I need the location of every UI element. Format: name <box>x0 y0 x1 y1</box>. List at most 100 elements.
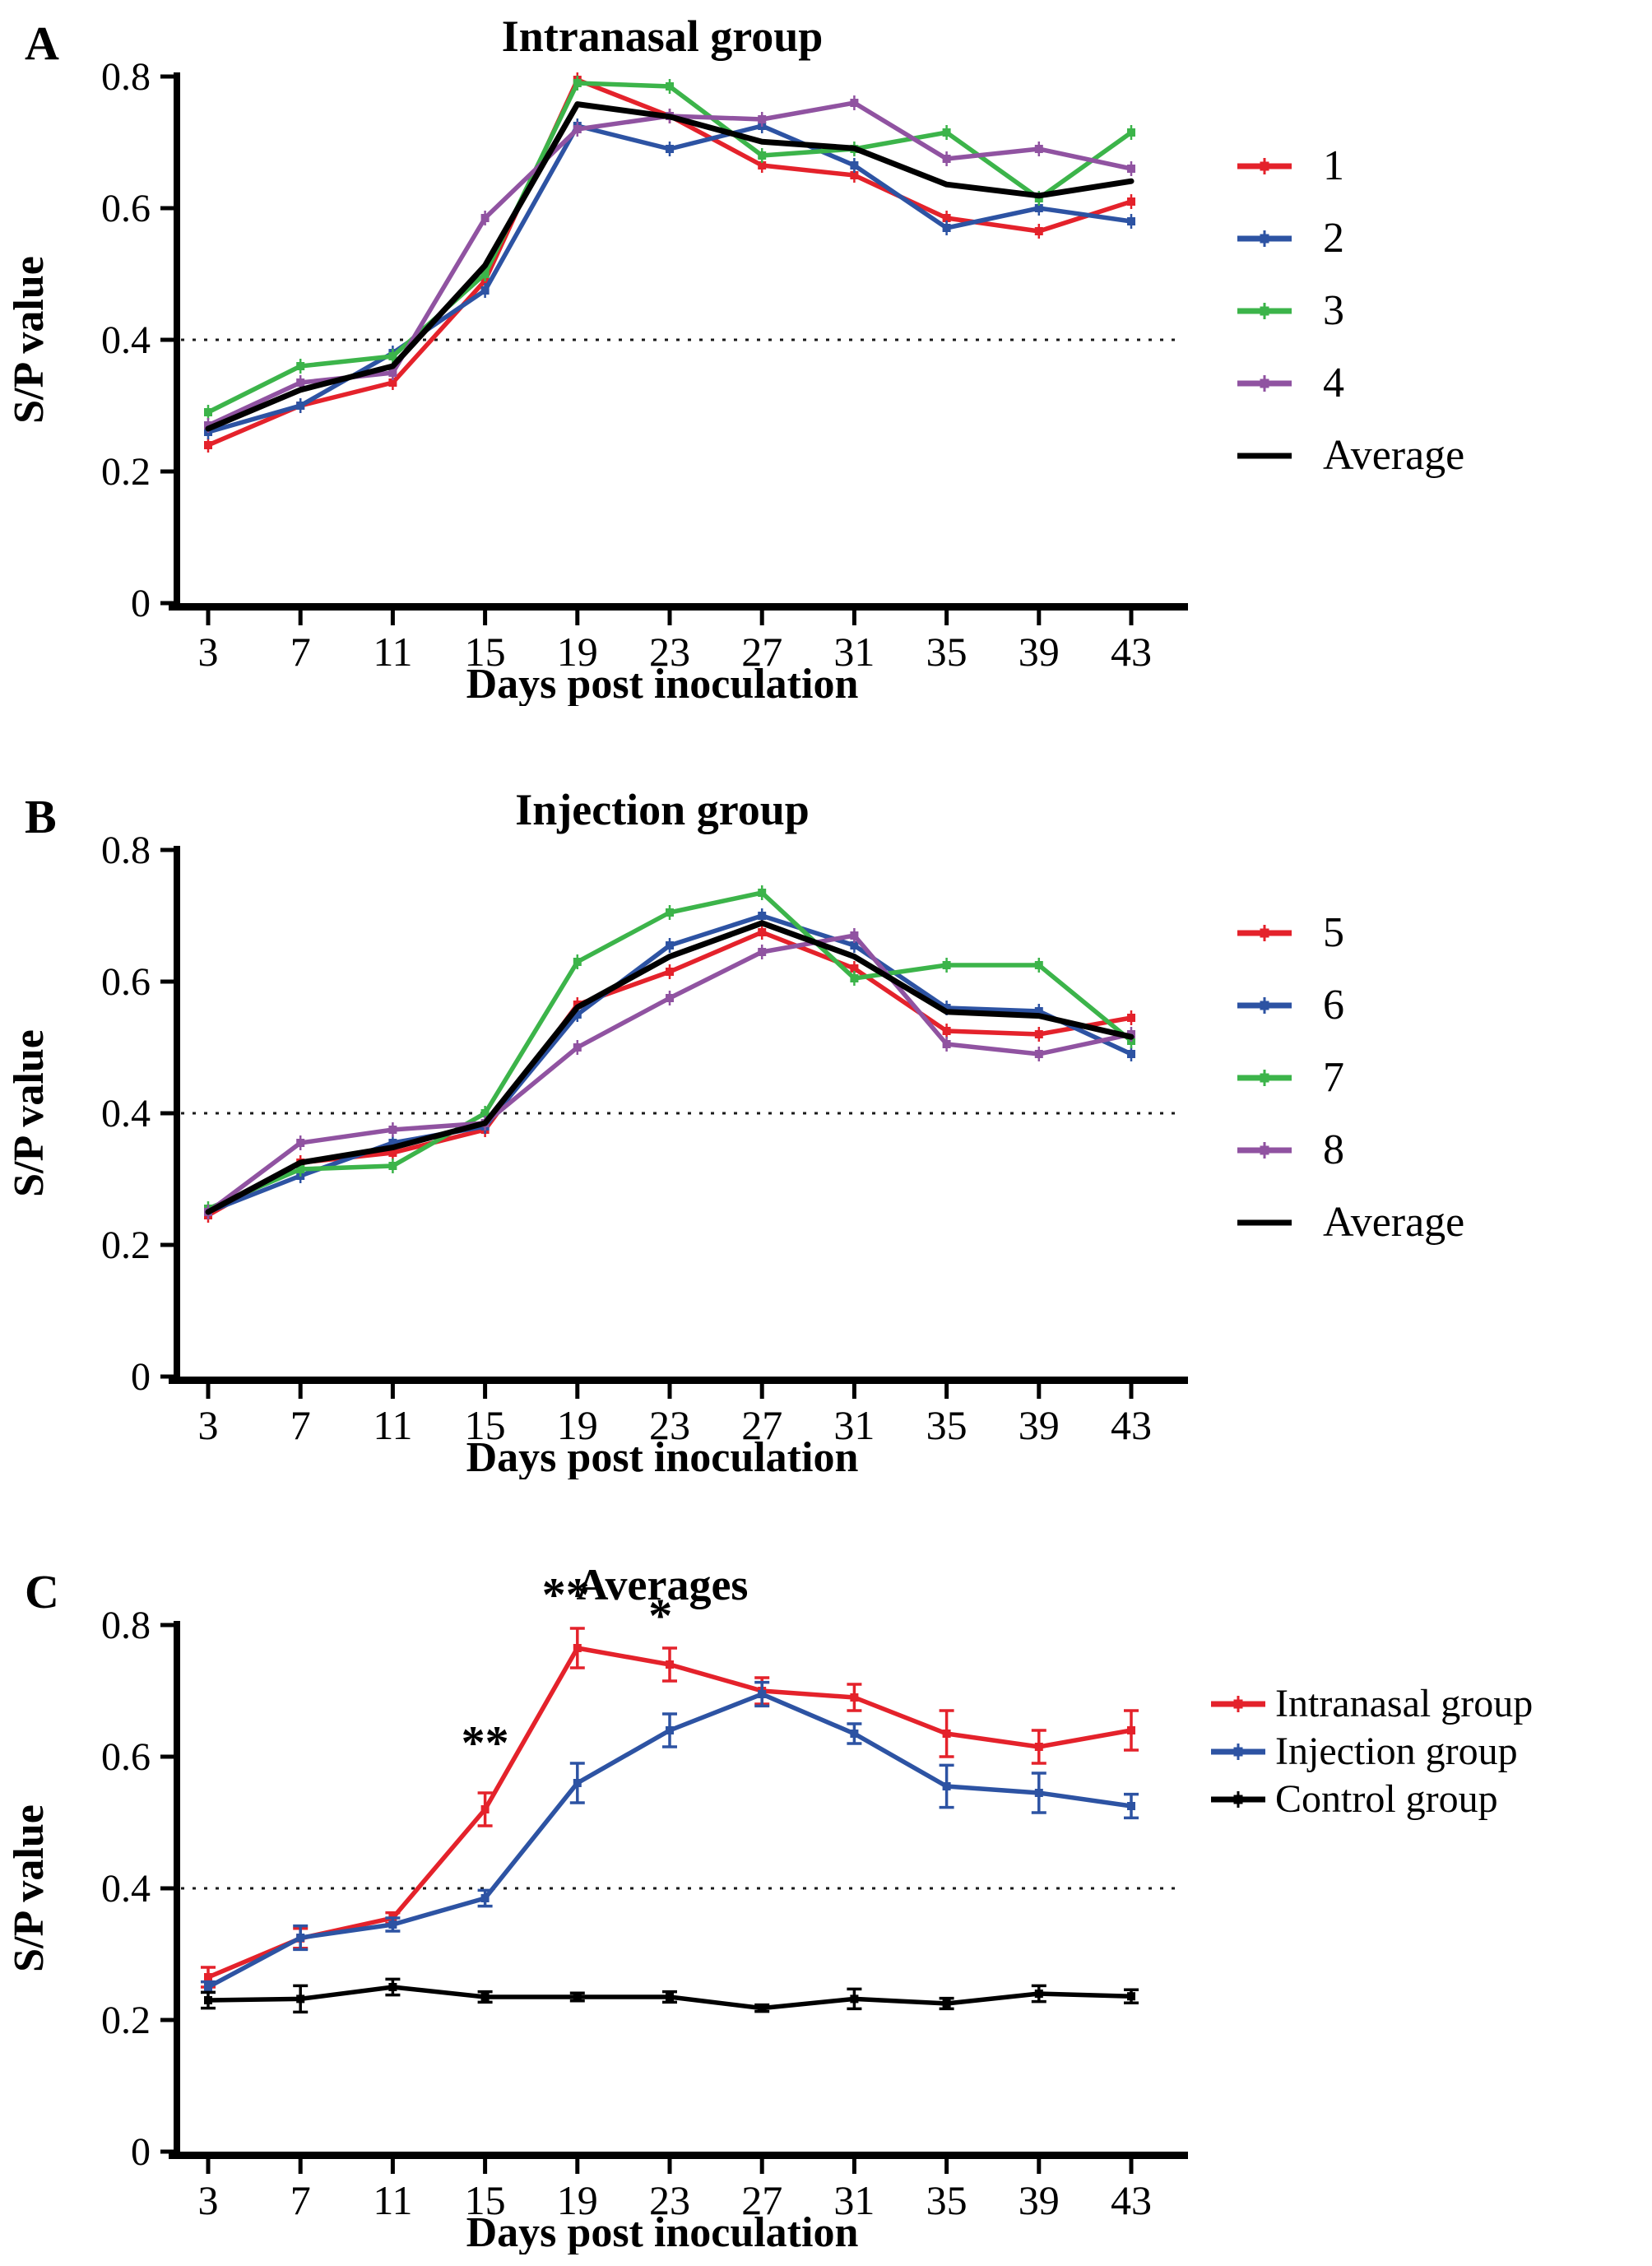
data-point-marker <box>204 1983 212 1991</box>
data-point-marker <box>666 1660 674 1669</box>
x-tick-label: 23 <box>649 1402 690 1448</box>
data-point-marker <box>1034 1007 1043 1015</box>
data-point-marker <box>296 402 305 410</box>
data-point-marker <box>388 1983 397 1991</box>
data-point-marker <box>388 1126 397 1134</box>
data-point-marker <box>758 889 767 897</box>
data-point-marker <box>573 1043 582 1052</box>
chart-title-c: Averages <box>577 1560 749 1609</box>
y-tick-label: 0.8 <box>101 829 151 872</box>
data-point-marker <box>1034 227 1043 235</box>
data-point-marker <box>850 1994 859 2004</box>
series-line-1 <box>206 77 1134 448</box>
data-point-marker <box>1127 1726 1135 1734</box>
data-point-marker <box>204 408 212 416</box>
legend-item-intranasal-group: Intranasal group <box>1209 1680 1533 1728</box>
x-tick-label: 19 <box>557 1402 598 1448</box>
data-point-marker <box>942 1999 951 2008</box>
y-tick-label: 0 <box>131 1355 151 1399</box>
data-point-marker <box>1127 217 1135 225</box>
x-tick-label: 43 <box>1111 1402 1152 1448</box>
panel-c: C Averages S/P value Days post inoculati… <box>0 1555 1652 2263</box>
data-point-marker <box>573 1779 582 1787</box>
legend-label: 7 <box>1323 1054 1344 1101</box>
x-tick-label: 7 <box>290 629 311 675</box>
data-point-marker <box>942 961 951 969</box>
data-point-marker <box>850 974 859 982</box>
data-point-marker <box>1034 1743 1043 1751</box>
series-line-Average <box>205 920 1135 1215</box>
data-point-marker <box>573 958 582 966</box>
legend-label: 8 <box>1323 1126 1344 1173</box>
legend-marker <box>1260 1073 1269 1083</box>
data-point-marker <box>388 369 397 377</box>
x-tick-label: 19 <box>557 629 598 675</box>
data-point-marker <box>942 1782 951 1790</box>
data-point-marker <box>1127 1014 1135 1022</box>
data-point-marker <box>1034 204 1043 212</box>
y-tick-label: 0.6 <box>101 960 151 1004</box>
chart-title-b: Injection group <box>515 785 810 834</box>
data-point-marker <box>758 161 767 169</box>
legend-label: 5 <box>1323 909 1344 956</box>
legend-label: 3 <box>1323 287 1344 334</box>
x-tick-label: 35 <box>926 2177 968 2223</box>
data-point-marker <box>204 1973 212 1981</box>
legend-marker <box>1260 378 1269 388</box>
data-point-marker <box>1034 1789 1043 1797</box>
plot-area-b: 0 0.2 0.4 0.6 0.8 3 7 11 15 19 23 27 31 35 39 43 <box>101 829 1188 1448</box>
x-tick-label: 39 <box>1019 2177 1060 2223</box>
x-tick-label: 15 <box>465 2177 506 2223</box>
data-point-marker <box>573 1010 582 1019</box>
y-axis-title-a: S/P value <box>6 256 53 424</box>
legend-swatch <box>1237 1070 1292 1086</box>
y-axis-title-b: S/P value <box>6 1029 53 1197</box>
legend-swatch <box>1237 230 1292 247</box>
panel-b: B Injection group S/P value Days post in… <box>0 780 1652 1488</box>
legend-item-8: 8 <box>1236 1114 1464 1186</box>
data-point-marker <box>758 948 767 956</box>
data-point-marker <box>942 224 951 232</box>
x-tick-label: 7 <box>290 2177 311 2223</box>
x-axis-title-b: Days post inoculation <box>466 1434 859 1479</box>
x-tick-label: 35 <box>926 629 968 675</box>
legend-label: Intranasal group <box>1275 1682 1534 1725</box>
data-point-marker <box>942 1730 951 1738</box>
legend-marker <box>1233 1699 1243 1709</box>
legend-a: 1 2 3 4 Average <box>1236 130 1464 492</box>
chart-averages: C Averages S/P value Days post inoculati… <box>6 1560 1188 2254</box>
data-point-marker <box>850 171 859 179</box>
legend-swatch <box>1237 303 1292 319</box>
significance-marker: * <box>648 1589 672 1642</box>
x-tick-label: 7 <box>290 1402 311 1448</box>
x-tick-label: 3 <box>198 1402 219 1448</box>
legend-swatch <box>1237 925 1292 941</box>
data-point-marker <box>1034 1050 1043 1058</box>
legend-marker <box>1260 306 1269 316</box>
data-point-marker <box>296 1139 305 1147</box>
data-point-marker <box>758 928 767 936</box>
legend-swatch <box>1237 375 1292 392</box>
legend-label: Control group <box>1275 1777 1498 1821</box>
data-point-marker <box>1127 165 1135 173</box>
data-point-marker <box>758 151 767 160</box>
y-tick-label: 0.8 <box>101 1604 151 1647</box>
data-point-marker <box>480 1109 490 1117</box>
x-tick-label: 19 <box>557 2177 598 2223</box>
legend-swatch <box>1237 1219 1292 1226</box>
data-point-marker <box>666 941 674 950</box>
data-point-marker <box>1127 1802 1135 1810</box>
legend-b: 5 6 7 8 Average <box>1236 897 1464 1259</box>
plot-area-c: 00.20.40.60.83 7 11 15 19 23 27 31 35 39 43**** * <box>101 1567 1188 2223</box>
x-tick-label: 35 <box>926 1402 968 1448</box>
data-point-marker <box>480 270 490 278</box>
legend-label: 2 <box>1323 215 1344 262</box>
legend-label: Injection group <box>1275 1730 1518 1773</box>
data-point-marker <box>480 1993 490 2001</box>
data-point-marker <box>573 125 582 133</box>
legend-item-6: 6 <box>1236 969 1464 1042</box>
data-point-marker <box>296 362 305 370</box>
significance-marker: ** <box>542 1567 590 1621</box>
x-tick-label: 43 <box>1111 629 1152 675</box>
data-point-marker <box>666 994 674 1002</box>
